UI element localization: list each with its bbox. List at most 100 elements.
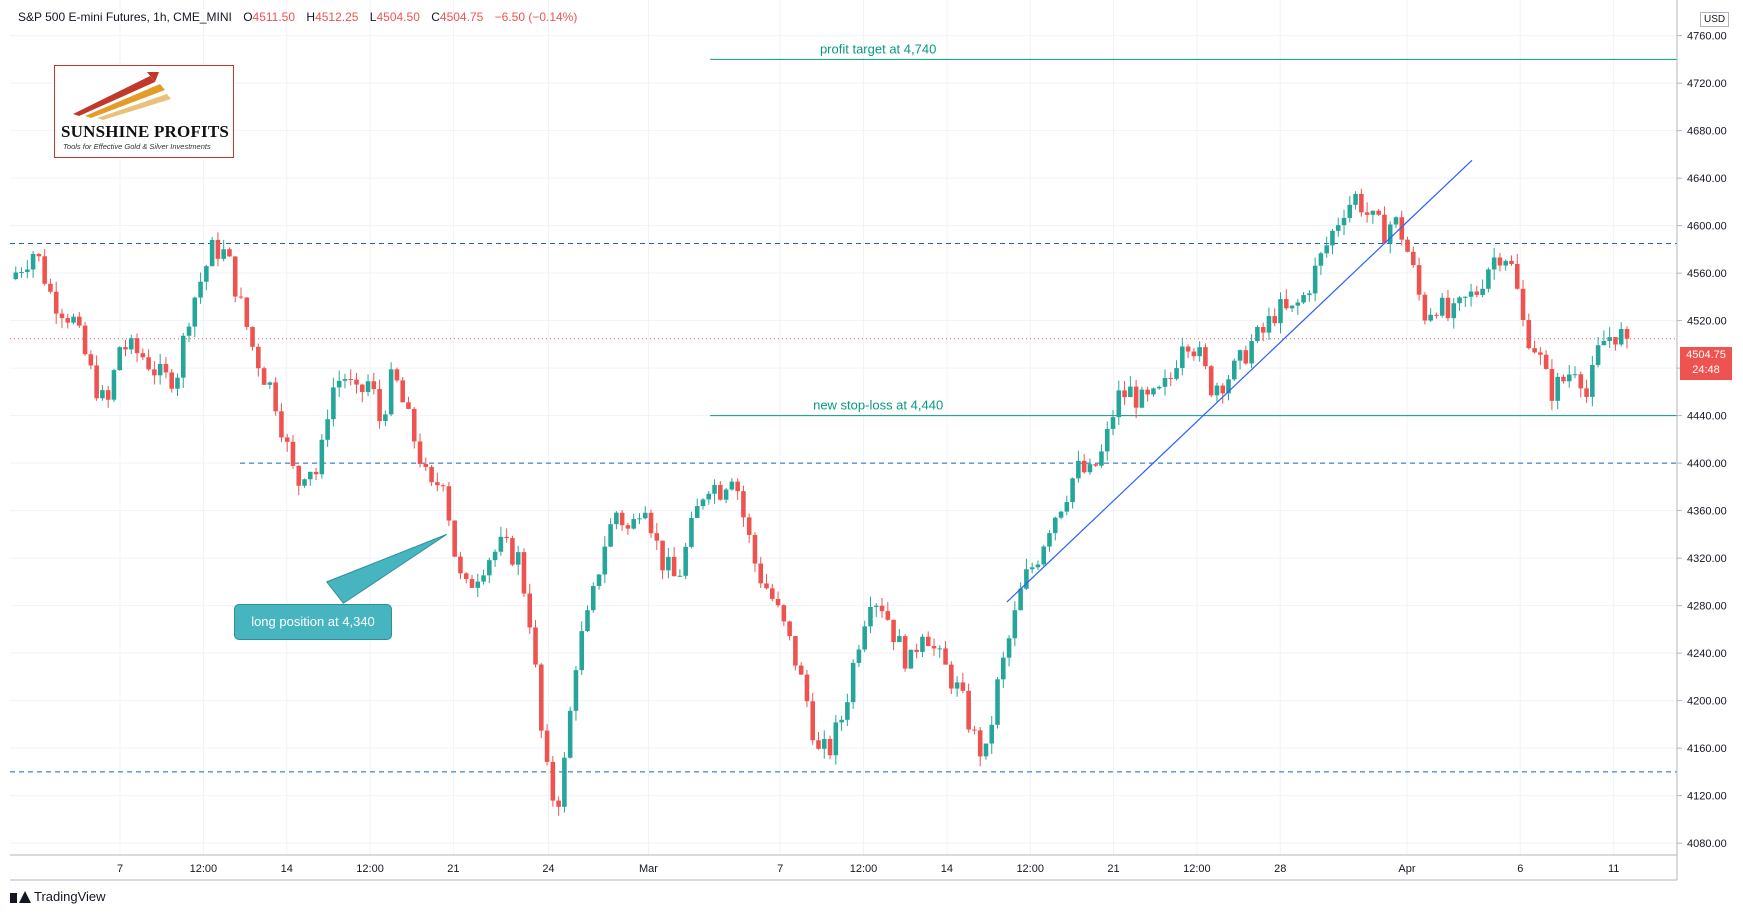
candle-body	[914, 649, 919, 652]
candle-body	[25, 269, 30, 273]
candle-body	[937, 648, 943, 650]
candle-body	[88, 354, 94, 366]
candle-body	[227, 249, 232, 257]
close-label: C	[431, 10, 440, 24]
candle-body	[209, 239, 215, 267]
candle-body	[1081, 460, 1087, 473]
candle-body	[544, 730, 550, 762]
candle-body	[1128, 386, 1133, 398]
candle-body	[1561, 376, 1566, 382]
candle-body	[1180, 346, 1185, 369]
candle-body	[671, 556, 677, 577]
candle-body	[850, 662, 856, 703]
candle-body	[625, 525, 631, 529]
candle-body	[573, 670, 579, 711]
candle-body	[1538, 352, 1543, 355]
candle-body	[204, 266, 209, 282]
candle-body	[821, 738, 827, 749]
candle-body	[1116, 390, 1122, 418]
candle-body	[1405, 239, 1410, 252]
candle-body	[1139, 389, 1145, 408]
candle-body	[1174, 368, 1179, 379]
candle-body	[342, 379, 348, 381]
candle-body	[1526, 320, 1532, 349]
candle-body	[487, 560, 492, 576]
candle-body	[746, 517, 752, 535]
y-tick-label: 4640.00	[1687, 173, 1727, 185]
candle-body	[36, 253, 42, 257]
candle-body	[1203, 347, 1208, 367]
y-tick-label: 4440.00	[1687, 411, 1727, 423]
candle-body	[221, 249, 226, 259]
candle-body	[908, 649, 914, 669]
currency-badge[interactable]: USD	[1700, 12, 1730, 27]
candle-body	[839, 719, 844, 723]
candle-body	[1307, 293, 1312, 296]
candle-body	[1359, 193, 1364, 213]
candle-body	[521, 552, 527, 594]
candle-body	[1266, 316, 1272, 333]
tradingview-branding[interactable]: TradingView	[10, 889, 106, 904]
sunshine-profits-logo: SUNSHINE PROFITS Tools for Effective Gol…	[54, 65, 234, 158]
candle-body	[1370, 210, 1376, 215]
candle-body	[296, 465, 302, 486]
long-position-callout[interactable]: long position at 4,340	[234, 604, 392, 640]
trend-line	[1006, 159, 1473, 603]
candle-body	[1416, 265, 1422, 295]
candle-body	[1411, 251, 1416, 266]
candle-body	[527, 593, 533, 628]
candle-body	[596, 574, 602, 586]
candle-body	[1497, 257, 1503, 266]
candle-body	[567, 710, 573, 758]
candle-body	[435, 482, 440, 486]
candle-body	[752, 534, 758, 564]
candle-body	[1208, 366, 1214, 396]
symbol-title: S&P 500 E-mini Futures, 1h, CME_MINI	[18, 10, 232, 24]
x-tick-label: 12:00	[356, 863, 384, 875]
candle-body	[1428, 314, 1433, 321]
candle-body	[65, 318, 71, 323]
candle-body	[319, 439, 325, 475]
x-tick-label: 6	[1517, 863, 1523, 875]
candle-body	[891, 619, 896, 643]
candle-body	[232, 256, 238, 297]
candle-body	[1058, 511, 1064, 518]
candle-body	[152, 369, 157, 376]
candle-body	[1156, 386, 1162, 389]
candle-body	[30, 253, 36, 270]
candle-body	[1376, 210, 1381, 215]
candle-body	[180, 335, 186, 378]
candle-body	[77, 316, 82, 326]
candle-body	[1243, 350, 1249, 364]
candle-body	[989, 724, 995, 744]
y-tick-label: 4200.00	[1687, 696, 1727, 708]
candle-body	[1341, 217, 1347, 226]
y-tick-label: 4280.00	[1687, 601, 1727, 613]
candle-body	[856, 649, 862, 663]
y-tick-label: 4720.00	[1687, 78, 1727, 90]
candle-body	[579, 631, 585, 671]
candle-body	[440, 485, 446, 487]
candle-body	[1451, 303, 1457, 319]
candle-body	[1387, 224, 1393, 244]
candle-body	[1474, 291, 1480, 295]
candle-body	[758, 563, 764, 584]
low-value: 4504.50	[376, 10, 420, 24]
candle-body	[1104, 428, 1110, 452]
candle-body	[775, 598, 781, 606]
candle-body	[845, 702, 850, 720]
candle-body	[1070, 478, 1075, 503]
last-price-value: 4504.75	[1686, 349, 1726, 361]
candle-body	[1099, 451, 1104, 466]
candle-body	[966, 690, 971, 730]
y-tick-label: 4360.00	[1687, 506, 1727, 518]
y-tick-label: 4080.00	[1687, 838, 1727, 850]
candle-body	[770, 588, 775, 599]
candle-body	[949, 664, 954, 689]
candle-body	[308, 471, 313, 480]
candle-body	[1232, 360, 1237, 380]
candle-body	[411, 408, 417, 442]
candle-body	[481, 575, 486, 582]
candle-body	[1509, 260, 1514, 264]
